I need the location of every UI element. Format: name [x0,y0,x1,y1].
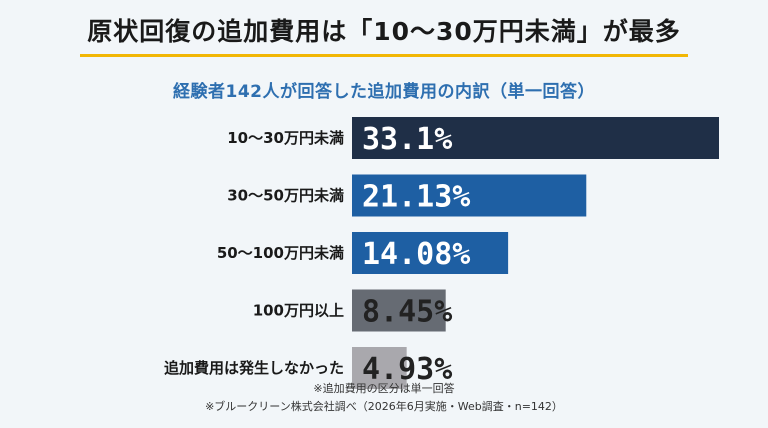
value-label-row-5: 4.93% [362,352,452,387]
value-label-row-4: 8.45% [362,295,452,330]
bar-row-4 [352,289,446,332]
bar-row-5 [352,347,407,389]
value-label-row-3: 14.08% [362,237,470,272]
value-label-row-1: 33.1% [362,122,452,157]
headline: 原状回復の追加費用は「10〜30万円未満」が最多 [87,17,681,46]
headline-underline [80,54,688,57]
bar-row-2 [352,174,587,217]
footnote-source: ※ブルークリーン株式会社調べ（2026年6月実施・Web調査・n=142） [205,400,563,413]
category-label-row-2: 30〜50万円未満 [227,187,344,205]
value-label-row-2: 21.13% [362,180,470,215]
category-label-row-3: 50〜100万円未満 [217,244,344,262]
category-label-row-5: 追加費用は発生しなかった [164,359,344,377]
chart-subtitle: 経験者142人が回答した追加費用の内訳（単一回答） [173,82,595,102]
footnote-answer-type: ※追加費用の区分は単一回答 [313,382,455,395]
category-label-row-1: 10〜30万円未満 [227,129,344,147]
bar-row-3 [352,232,509,274]
category-label-row-4: 100万円以上 [253,302,344,320]
bar-row-1 [352,117,719,159]
